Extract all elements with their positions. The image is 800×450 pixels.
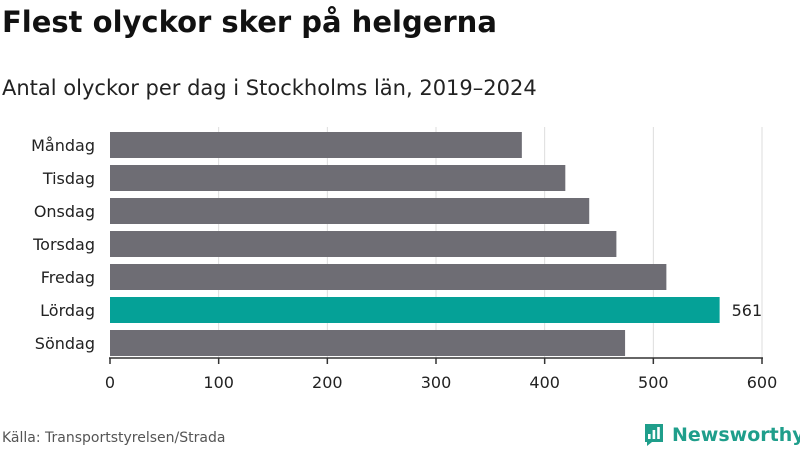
x-tick-label: 100 (203, 373, 234, 392)
newsworthy-logo-text: Newsworthy (672, 424, 800, 446)
x-tick-label: 200 (312, 373, 343, 392)
bar (110, 165, 566, 191)
chart-subtitle: Antal olyckor per dag i Stockholms län, … (2, 76, 537, 100)
x-tick-label: 400 (529, 373, 560, 392)
category-label: Måndag (31, 136, 95, 155)
newsworthy-logo-icon (645, 424, 663, 446)
chart-title: Flest olyckor sker på helgerna (2, 5, 497, 39)
category-label: Fredag (41, 268, 95, 287)
source-note: Källa: Transportstyrelsen/Strada (2, 430, 226, 446)
x-tick-label: 600 (747, 373, 778, 392)
newsworthy-logo: Newsworthy (644, 420, 800, 450)
category-label: Torsdag (32, 235, 95, 254)
bar (110, 330, 626, 356)
bar (110, 231, 617, 257)
bar (110, 297, 720, 323)
bar (110, 132, 522, 158)
data-label: 561 (732, 301, 763, 320)
x-tick-label: 0 (105, 373, 115, 392)
category-label: Lördag (40, 301, 95, 320)
category-label: Onsdag (34, 202, 95, 221)
category-label: Tisdag (42, 169, 95, 188)
x-tick-label: 300 (421, 373, 452, 392)
category-label: Söndag (35, 334, 95, 353)
bar (110, 198, 590, 224)
bar (110, 264, 667, 290)
x-tick-label: 500 (638, 373, 669, 392)
